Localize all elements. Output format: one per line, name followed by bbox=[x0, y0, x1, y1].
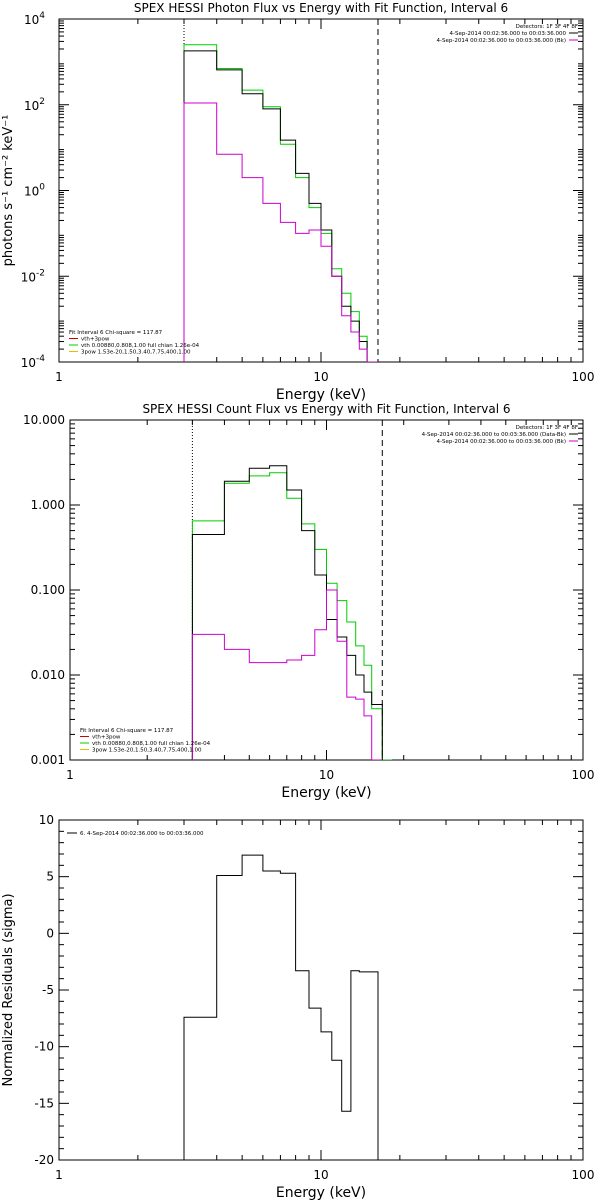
x-tick-label: 1 bbox=[55, 370, 63, 384]
y-tick-exponent: 4 bbox=[39, 11, 45, 21]
y-axis-label: Normalized Residuals (sigma) bbox=[1, 893, 16, 1086]
chart-1: SPEX HESSI Photon Flux vs Energy with Fi… bbox=[1, 1, 594, 403]
plot-area bbox=[183, 854, 379, 1160]
legend-header: Detectors: 1F 3F 4F 8F bbox=[516, 24, 578, 30]
y-tick-label: 10-2 bbox=[21, 268, 45, 284]
series-2-histogram bbox=[183, 50, 378, 362]
legend-entry-label: 4-Sep-2014 00:02:36.000 to 00:03:36.000 … bbox=[437, 439, 567, 445]
y-tick-label: -15 bbox=[34, 1096, 54, 1110]
series-2-histogram bbox=[191, 465, 383, 760]
x-tick-label: 10 bbox=[313, 370, 328, 384]
x-tick-label: 10 bbox=[319, 768, 334, 782]
series-3-histogram bbox=[191, 589, 383, 760]
y-tick-label: 102 bbox=[24, 97, 45, 113]
fit-info-header: Fit Interval 6 Chi-square = 117.87 bbox=[69, 330, 163, 336]
fit-entry-label: vth+3pow bbox=[92, 735, 121, 741]
legend-entry-label: 4-Sep-2014 00:02:36.000 to 00:03:36.000 … bbox=[437, 38, 567, 44]
x-tick-label: 1 bbox=[55, 1168, 63, 1182]
plot-frame bbox=[58, 819, 584, 1161]
y-tick-label: 10 bbox=[39, 813, 54, 827]
chart-2: SPEX HESSI Count Flux vs Energy with Fit… bbox=[23, 402, 594, 801]
y-tick-label: 10.000 bbox=[23, 413, 65, 427]
y-tick-label: 104 bbox=[24, 11, 45, 27]
series-1-histogram bbox=[183, 44, 378, 362]
x-axis-label: Energy (keV) bbox=[276, 387, 366, 403]
legend-entry-label: 4-Sep-2014 00:02:36.000 to 00:03:36.000 bbox=[450, 31, 567, 37]
plot-frame bbox=[58, 18, 584, 363]
chart-3: 1 10 100 Energy (keV) -20 -15 -10 -5 0 5 10 Normali… bbox=[1, 813, 594, 1200]
y-tick-label: -20 bbox=[34, 1153, 54, 1167]
y-tick-label: 0.010 bbox=[31, 668, 65, 682]
chart-title: SPEX HESSI Count Flux vs Energy with Fit… bbox=[142, 402, 510, 416]
plot-area bbox=[183, 44, 378, 362]
x-tick-label: 1 bbox=[66, 768, 74, 782]
x-tick-label: 100 bbox=[572, 370, 595, 384]
y-tick-exponent: -4 bbox=[36, 354, 45, 364]
y-tick-label: 10-4 bbox=[21, 354, 46, 370]
legend-entry-label: 4-Sep-2014 00:02:36.000 to 00:03:36.000 … bbox=[422, 432, 566, 438]
x-tick-label: 10 bbox=[313, 1168, 328, 1182]
y-tick-label: 5 bbox=[46, 870, 54, 884]
y-tick-label: 0.001 bbox=[31, 753, 65, 767]
fit-entry-label: vth 0.00880,0.808,1.00 full chian 1.26e-… bbox=[81, 343, 200, 349]
x-axis-label: Energy (keV) bbox=[281, 785, 371, 801]
series-3-histogram bbox=[183, 102, 378, 362]
legend-header: Detectors: 1F 3F 4F 8F bbox=[516, 425, 578, 431]
y-tick-label: -5 bbox=[42, 983, 54, 997]
x-tick-label: 100 bbox=[572, 768, 595, 782]
y-tick-label: 100 bbox=[24, 183, 45, 199]
plot-area bbox=[191, 465, 392, 760]
y-tick-label: 1.000 bbox=[31, 498, 65, 512]
y-tick-label: 0 bbox=[46, 926, 54, 940]
fit-entry-label: vth 0.00880,0.808,1.00 full chian 1.26e-… bbox=[92, 741, 211, 747]
y-tick-label: -10 bbox=[34, 1040, 54, 1054]
series-1-histogram bbox=[191, 472, 392, 760]
y-tick-label: 0.100 bbox=[31, 583, 65, 597]
fit-entry-label: vth+3pow bbox=[81, 337, 110, 343]
x-tick-label: 100 bbox=[572, 1168, 595, 1182]
x-axis-label: Energy (keV) bbox=[276, 1185, 366, 1200]
y-axis-label: photons s⁻¹ cm⁻² keV⁻¹ bbox=[1, 115, 16, 267]
y-tick-exponent: 2 bbox=[39, 97, 45, 107]
series-1-histogram bbox=[183, 854, 379, 1160]
y-tick-exponent: 0 bbox=[39, 183, 45, 193]
fit-info-header: Fit Interval 6 Chi-square = 117.87 bbox=[80, 728, 174, 734]
legend-entry-label: 6. 4-Sep-2014 00:02:36.000 to 00:03:36.0… bbox=[80, 831, 204, 837]
y-tick-exponent: -2 bbox=[36, 268, 45, 278]
fit-entry-label: 3pow 1.53e-20,1.50,3.40,7.75,400,1.00 bbox=[81, 350, 191, 356]
chart-title: SPEX HESSI Photon Flux vs Energy with Fi… bbox=[134, 1, 508, 15]
fit-entry-label: 3pow 1.53e-20,1.50,3.40,7.75,400,1.00 bbox=[92, 748, 202, 754]
